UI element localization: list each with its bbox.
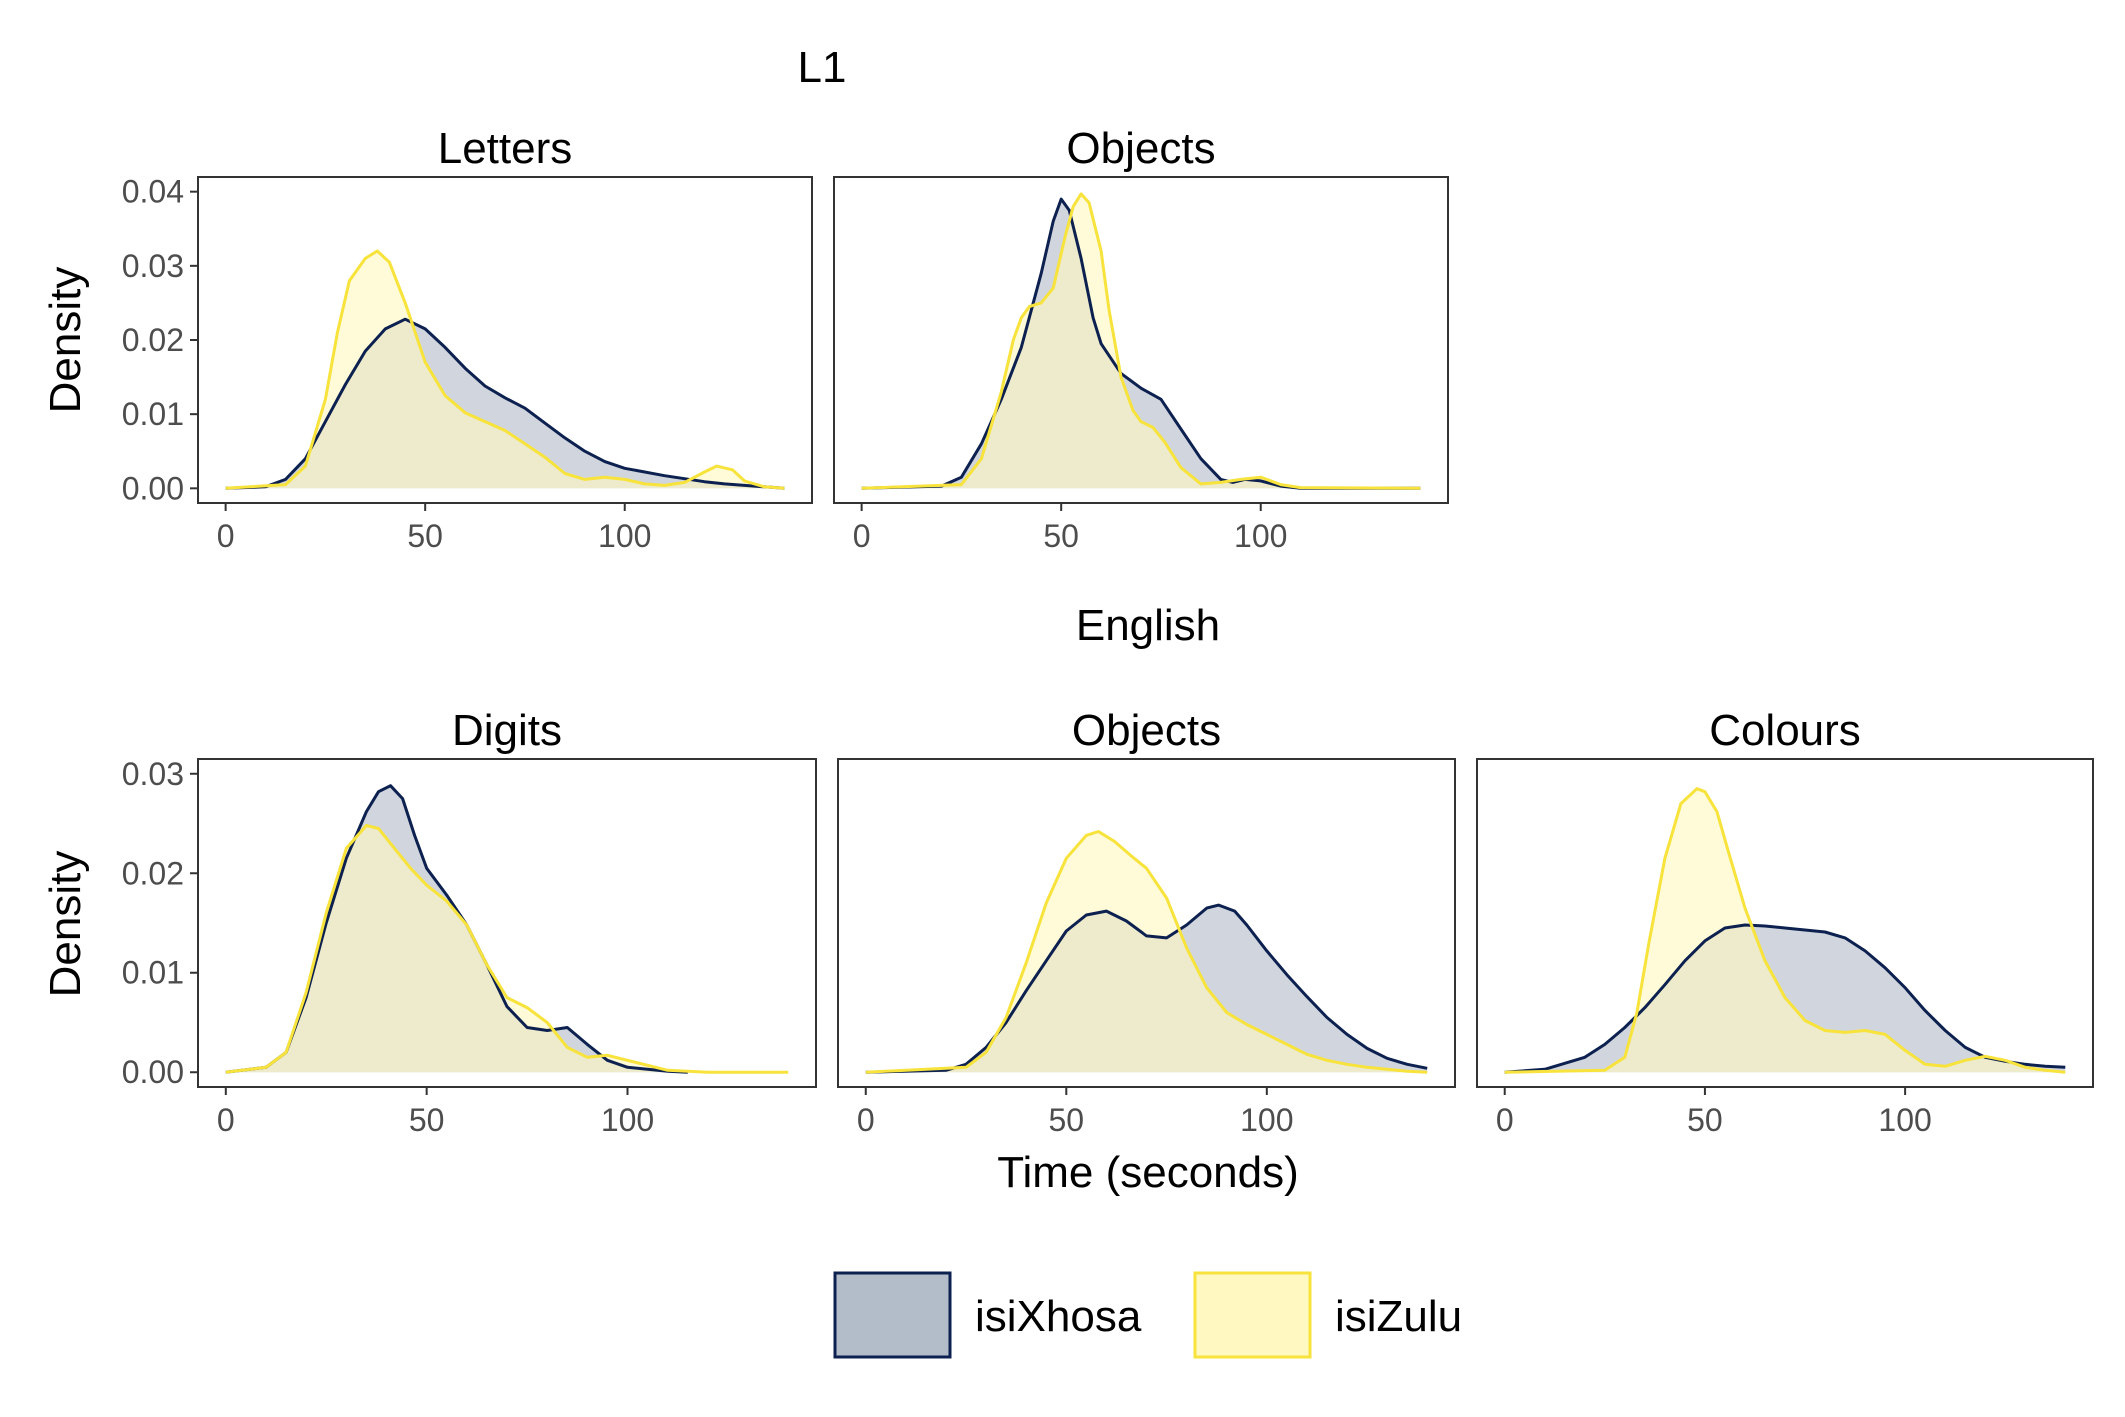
panel-1: Objects 0 50 100 [833, 124, 1449, 554]
x-tick-label: 0 [217, 518, 235, 554]
density-line-isixhosa [225, 784, 688, 1074]
group-title-english: English [1076, 601, 1220, 650]
y-tick-label: 0.00 [122, 470, 184, 506]
y-tick-label: 0.01 [122, 955, 184, 991]
x-tick-label: 100 [1878, 1102, 1931, 1138]
density-area-isizulu [1504, 788, 2066, 1073]
x-tick-label: 0 [857, 1102, 875, 1138]
y-axis-title-bottom: Density [41, 851, 90, 998]
y-tick-label: 0.03 [122, 756, 184, 792]
legend-key-isizulu [1193, 1271, 1312, 1359]
panel-title: Objects [1066, 124, 1215, 173]
x-tick-label: 50 [407, 518, 443, 554]
y-tick-label: 0.01 [122, 396, 184, 432]
y-tick-label: 0.02 [122, 855, 184, 891]
density-area-isizulu [861, 193, 1421, 489]
density-areas [865, 830, 1428, 1074]
density-line-isizulu [1504, 787, 2066, 1074]
legend-label-isixhosa: isiXhosa [975, 1292, 1142, 1341]
legend-item-isixhosa: isiXhosa [833, 1271, 1142, 1359]
legend-label-isizulu: isiZulu [1335, 1292, 1462, 1341]
x-tick-label: 0 [217, 1102, 235, 1138]
x-tick-label: 100 [1240, 1102, 1293, 1138]
group-title-l1: L1 [798, 43, 847, 92]
panel-title: Colours [1709, 706, 1861, 755]
y-tick-label: 0.03 [122, 248, 184, 284]
density-areas [1504, 787, 2066, 1074]
y-axis-title-top: Density [41, 267, 90, 414]
legend: isiXhosa isiZulu [833, 1271, 1462, 1359]
panel-border [837, 758, 1456, 1088]
density-line-isixhosa [1504, 923, 2066, 1074]
x-tick-label: 100 [601, 1102, 654, 1138]
x-tick-label: 0 [1496, 1102, 1514, 1138]
density-area-isizulu [225, 825, 789, 1073]
density-line-isixhosa [225, 317, 785, 490]
density-line-isizulu [225, 249, 785, 490]
legend-key-isixhosa [833, 1271, 952, 1359]
legend-item-isizulu: isiZulu [1193, 1271, 1462, 1359]
panel-border [833, 176, 1449, 504]
x-tick-label: 100 [598, 518, 651, 554]
y-tick-label: 0.04 [122, 174, 184, 210]
panel-2: Digits 0.00 0.01 0.02 0.03 0 50 100 [122, 706, 817, 1138]
density-line-isizulu [865, 830, 1428, 1074]
y-tick-label: 0.02 [122, 322, 184, 358]
density-areas [225, 249, 785, 490]
x-tick-label: 50 [1687, 1102, 1723, 1138]
x-tick-label: 50 [409, 1102, 445, 1138]
x-axis-title: Time (seconds) [997, 1148, 1299, 1197]
panel-title: Digits [452, 706, 562, 755]
density-line-isizulu [225, 824, 789, 1074]
x-tick-label: 50 [1048, 1102, 1084, 1138]
panel-3: Objects 0 50 100 [837, 706, 1456, 1138]
x-tick-label: 0 [853, 518, 871, 554]
panel-border [1476, 758, 2094, 1088]
panel-title: Letters [438, 124, 573, 173]
density-areas [225, 784, 789, 1074]
density-areas [861, 192, 1421, 490]
y-tick-label: 0.00 [122, 1054, 184, 1090]
density-line-isizulu [861, 192, 1421, 490]
density-area-isizulu [225, 251, 785, 489]
x-tick-label: 50 [1043, 518, 1079, 554]
panel-title: Objects [1072, 706, 1221, 755]
x-tick-label: 100 [1234, 518, 1287, 554]
panel-4: Colours 0 50 100 [1476, 706, 2094, 1138]
density-area-isizulu [865, 831, 1428, 1073]
panel-0: Letters 0.00 0.01 0.02 0.03 0.04 0 50 100 [122, 124, 813, 554]
density-line-isixhosa [865, 903, 1428, 1074]
